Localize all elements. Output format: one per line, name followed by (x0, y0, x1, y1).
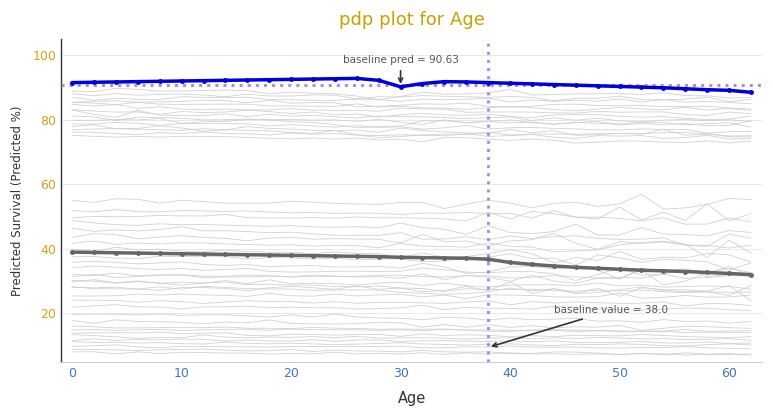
X-axis label: Age: Age (397, 391, 426, 406)
Text: baseline value = 38.0: baseline value = 38.0 (492, 306, 668, 347)
Title: pdp plot for Age: pdp plot for Age (339, 11, 485, 29)
Text: baseline pred = 90.63: baseline pred = 90.63 (342, 55, 458, 82)
Y-axis label: Predicted Survival (Predicted %): Predicted Survival (Predicted %) (11, 105, 24, 296)
